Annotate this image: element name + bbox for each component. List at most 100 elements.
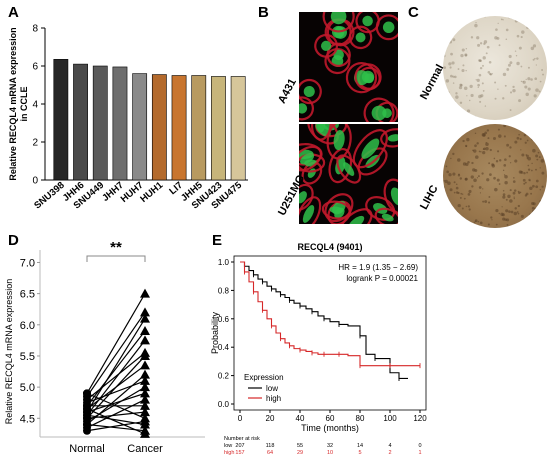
pair-line	[86, 293, 146, 394]
tissue-speckle	[535, 185, 539, 189]
tissue-speckle	[509, 61, 513, 65]
tissue-speckle	[494, 81, 497, 84]
tissue-speckle	[498, 44, 501, 47]
tissue-speckle	[464, 128, 468, 131]
tissue-speckle	[444, 179, 448, 184]
tissue-speckle	[524, 141, 527, 144]
tissue-speckle	[485, 142, 489, 147]
tissue-speckle	[460, 83, 463, 87]
tissue-speckle	[489, 173, 492, 176]
risk-value: 29	[297, 450, 303, 456]
tissue-speckle	[490, 216, 493, 219]
tissue-speckle	[526, 154, 529, 158]
bar	[132, 73, 148, 181]
cancer-point	[140, 419, 150, 429]
legend-entry: low	[266, 384, 278, 393]
cell-nucleus	[355, 32, 366, 43]
tissue-speckle	[484, 131, 488, 135]
tissue-speckle	[512, 88, 516, 93]
tissue-speckle	[513, 189, 517, 192]
tissue-speckle	[505, 38, 508, 41]
y-axis-label: Relative RECQL4 mRNA expression	[4, 279, 14, 425]
cancer-point	[140, 400, 150, 410]
tissue-speckle	[482, 200, 485, 203]
y-tick-label: 1.0	[218, 258, 230, 267]
tissue-speckle	[520, 35, 523, 39]
tissue-speckle	[540, 38, 545, 42]
tissue-speckle	[496, 178, 500, 182]
tissue-speckle	[454, 217, 457, 220]
significance-stars: **	[110, 239, 122, 256]
tissue-speckle	[523, 124, 528, 127]
y-tick-label: 5.5	[20, 351, 35, 363]
tissue-speckle	[524, 85, 528, 89]
tissue-speckle	[450, 30, 454, 34]
pair-line	[86, 392, 146, 419]
pair-line	[86, 311, 146, 397]
tissue-speckle	[531, 162, 533, 165]
ihc-lihc-texture	[443, 124, 547, 228]
tissue-speckle	[477, 86, 480, 89]
tissue-speckle	[513, 197, 515, 200]
tissue-speckle	[531, 209, 535, 213]
tissue-speckle	[505, 198, 508, 201]
tissue-speckle	[538, 35, 541, 39]
tissue-speckle	[526, 171, 529, 174]
tissue-speckle	[465, 205, 468, 208]
tissue-speckle	[472, 124, 476, 128]
tissue-speckle	[492, 136, 497, 141]
tissue-speckle	[469, 84, 473, 89]
tissue-speckle	[447, 114, 450, 117]
cell-nucleus	[317, 124, 326, 133]
tissue-speckle	[443, 186, 446, 189]
tissue-speckle	[498, 134, 502, 138]
tissue-speckle	[529, 19, 531, 21]
normal-point	[83, 426, 91, 435]
x-tick-label: 20	[266, 414, 275, 423]
tissue-speckle	[512, 180, 516, 183]
tissue-speckle	[459, 196, 462, 199]
tissue-speckle	[521, 225, 525, 228]
tissue-speckle	[526, 21, 530, 25]
tissue-speckle	[486, 129, 490, 132]
tissue-speckle	[530, 216, 534, 220]
cell-nucleus	[334, 26, 347, 39]
tissue-speckle	[477, 83, 480, 87]
bar	[191, 75, 207, 181]
cell-nucleus	[303, 85, 315, 98]
tissue-speckle	[540, 94, 544, 98]
risk-value: 64	[267, 450, 273, 456]
tissue-speckle	[443, 94, 446, 99]
cancer-point	[140, 375, 150, 385]
tissue-speckle	[487, 137, 490, 140]
tissue-speckle	[510, 162, 512, 164]
tissue-speckle	[474, 118, 476, 120]
tissue-speckle	[478, 73, 482, 77]
tissue-speckle	[464, 54, 468, 57]
tissue-speckle	[500, 18, 503, 21]
cell-nucleus	[302, 205, 315, 223]
cancer-point	[140, 288, 150, 298]
tissue-speckle	[466, 95, 468, 97]
tissue-speckle	[453, 22, 457, 26]
cancer-point	[140, 382, 150, 392]
tissue-speckle	[453, 181, 456, 184]
tissue-speckle	[469, 114, 472, 118]
tissue-speckle	[509, 146, 512, 149]
tissue-speckle	[482, 56, 486, 60]
tissue-speckle	[452, 75, 455, 78]
tissue-speckle	[443, 194, 445, 198]
tissue-speckle	[516, 136, 520, 140]
tissue-speckle	[537, 35, 540, 37]
tissue-speckle	[495, 208, 499, 213]
tissue-speckle	[465, 70, 467, 72]
tissue-speckle	[452, 38, 456, 42]
cell-membrane	[321, 200, 351, 220]
tissue-speckle	[533, 225, 537, 228]
tissue-speckle	[518, 99, 522, 103]
tissue-speckle	[529, 180, 531, 182]
normal-point	[83, 411, 91, 420]
cancer-point	[140, 326, 150, 336]
risk-table-title: Number at risk	[224, 436, 260, 442]
tissue-speckle	[482, 90, 485, 92]
